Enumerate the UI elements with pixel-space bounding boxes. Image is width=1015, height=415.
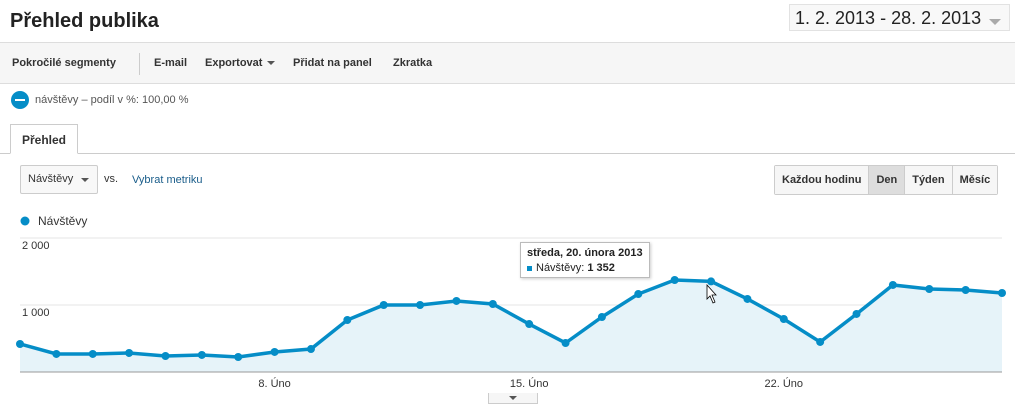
area	[20, 280, 1002, 372]
line	[19, 278, 1003, 359]
tooltip: středa, 20. února 2013 Návštěvy: 1 352	[520, 242, 650, 278]
point	[16, 339, 24, 348]
point	[852, 309, 861, 318]
x-tick-label: 8. Úno	[258, 377, 290, 390]
tooltip-title: středa, 20. února 2013	[527, 247, 643, 259]
toolbar-button[interactable]: Zkratka	[393, 57, 433, 69]
point	[88, 349, 97, 358]
tooltip-row: Návštěvy: 1 352	[527, 262, 643, 274]
point	[597, 312, 606, 321]
dropdown-arrow	[989, 19, 1001, 25]
x-tick-label: 22. Úno	[765, 377, 804, 390]
toolbar-button[interactable]: Přidat na panel	[293, 57, 372, 69]
point	[125, 348, 134, 357]
pick-metric-link[interactable]: Vybrat metriku	[132, 174, 203, 186]
point	[779, 315, 788, 324]
granularity-buttons: Každou hodinu Den Týden Měsíc	[774, 165, 999, 195]
vs-label: vs.	[104, 173, 119, 185]
cursor	[706, 283, 717, 304]
button-label: Exportovat	[205, 57, 263, 69]
point	[197, 350, 206, 359]
separator	[139, 53, 140, 75]
point	[379, 301, 388, 309]
tooltip-value: 1 352	[587, 262, 615, 274]
point	[270, 347, 279, 356]
toolbar: Pokročilé segmenty E-mail Exportovat Při…	[0, 42, 1015, 84]
caret	[267, 61, 276, 66]
point	[743, 294, 752, 303]
point	[634, 290, 643, 299]
point	[452, 296, 461, 305]
point	[961, 285, 970, 294]
tab-border	[0, 153, 1015, 154]
toolbar-button[interactable]: E-mail	[154, 57, 188, 69]
metric-label: Návštěvy	[28, 173, 74, 185]
point	[561, 338, 570, 347]
x-tick-label: 15. Úno	[510, 377, 549, 390]
point	[888, 280, 897, 289]
toolbar-button[interactable]: Exportovat	[205, 57, 276, 69]
expand-tab[interactable]	[488, 393, 538, 404]
point	[998, 289, 1006, 298]
tooltip-swatch	[527, 265, 532, 271]
point	[525, 320, 534, 329]
point	[816, 337, 825, 346]
granularity-button[interactable]: Každou hodinu	[775, 166, 869, 194]
date-range: 1. 2. 2013 - 28. 2. 2013	[795, 8, 982, 28]
granularity-button[interactable]: Týden	[904, 166, 952, 194]
y-tick-label: 2 000	[22, 240, 50, 252]
metric-dropdown[interactable]: Návštěvy	[20, 165, 98, 194]
tab[interactable]: Přehled	[10, 124, 78, 154]
point	[707, 277, 716, 286]
granularity-button[interactable]: Měsíc	[951, 166, 998, 194]
page-title: Přehled publika	[10, 10, 159, 32]
point	[52, 349, 61, 358]
point	[234, 352, 243, 361]
y-tick-label: 1 000	[22, 307, 50, 319]
point	[925, 284, 934, 293]
caret	[81, 178, 89, 182]
legend-label: Návštěvy	[38, 214, 87, 228]
point	[306, 345, 315, 354]
granularity-button[interactable]: Den	[868, 166, 905, 194]
point	[161, 351, 170, 360]
toolbar-button[interactable]: Pokročilé segmenty	[12, 57, 116, 69]
point	[670, 276, 679, 285]
date-range-picker[interactable]: 1. 2. 2013 - 28. 2. 2013	[789, 4, 1010, 31]
segment-icon	[11, 91, 29, 109]
legend-swatch	[20, 216, 30, 226]
point	[488, 299, 497, 308]
point	[343, 316, 352, 325]
segment-label: návštěvy – podíl v %: 100,00 %	[35, 94, 189, 106]
point	[416, 301, 425, 309]
tooltip-series: Návštěvy:	[536, 262, 585, 274]
